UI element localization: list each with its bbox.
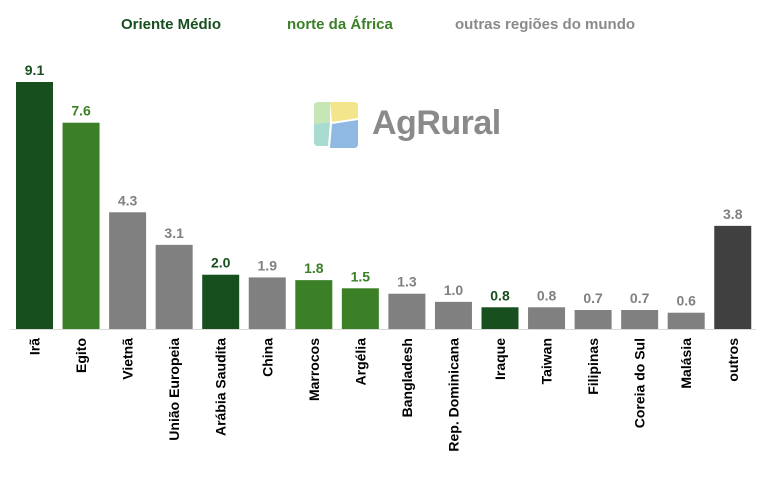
value-label-0: 9.1 [25, 62, 45, 78]
bar-7 [341, 288, 379, 329]
category-label-10: Iraque [492, 338, 508, 380]
bar-11 [528, 307, 566, 329]
value-label-14: 0.6 [676, 293, 696, 309]
category-label-14: Malásia [678, 338, 694, 389]
bar-1 [62, 122, 100, 329]
value-label-2: 4.3 [118, 192, 138, 208]
bar-8 [388, 293, 426, 329]
value-label-9: 1.0 [444, 282, 464, 298]
value-label-10: 0.8 [490, 287, 510, 303]
category-label-1: Egito [73, 338, 89, 373]
category-label-15: outros [725, 338, 741, 382]
bar-10 [481, 307, 519, 329]
value-label-7: 1.5 [351, 268, 371, 284]
category-label-11: Taiwan [539, 338, 555, 384]
legend-other-regions: outras regiões do mundo [455, 16, 636, 33]
bar-13 [621, 310, 659, 329]
category-label-4: Arábia Saudita [213, 338, 229, 436]
category-label-12: Filipinas [585, 338, 601, 395]
value-label-6: 1.8 [304, 260, 324, 276]
value-label-11: 0.8 [537, 287, 557, 303]
bar-9 [434, 301, 472, 329]
value-label-15: 3.8 [723, 206, 743, 222]
agrural-logo: AgRural [310, 100, 520, 156]
bar-6 [295, 280, 333, 329]
bar-15 [714, 225, 752, 329]
category-label-7: Argélia [352, 338, 368, 386]
value-label-5: 1.9 [258, 257, 278, 273]
value-label-3: 3.1 [164, 225, 184, 241]
category-label-2: Vietnã [120, 338, 136, 380]
bar-0 [16, 82, 53, 329]
legend-north-africa: norte da África [287, 16, 393, 33]
agrural-logo-icon [314, 102, 358, 148]
bar-14 [667, 312, 705, 329]
agrural-logo-text: AgRural [372, 104, 501, 142]
category-label-9: Rep. Dominicana [445, 338, 461, 452]
bar-5 [248, 277, 286, 329]
bar-12 [574, 310, 612, 329]
category-label-13: Coreia do Sul [632, 338, 648, 428]
category-label-5: China [259, 338, 275, 377]
category-label-8: Bangladesh [399, 338, 415, 417]
value-label-4: 2.0 [211, 255, 231, 271]
bar-2 [109, 212, 147, 329]
value-label-8: 1.3 [397, 274, 417, 290]
category-label-3: União Europeia [166, 338, 182, 441]
legend: Oriente Médio norte da África outras reg… [0, 16, 768, 40]
value-label-13: 0.7 [630, 290, 650, 306]
bar-4 [202, 274, 240, 329]
category-label-6: Marrocos [306, 338, 322, 401]
value-label-1: 7.6 [71, 103, 91, 119]
legend-middle-east: Oriente Médio [121, 16, 222, 33]
value-label-12: 0.7 [583, 290, 603, 306]
category-label-0: Irã [27, 338, 43, 355]
bar-3 [155, 244, 193, 329]
